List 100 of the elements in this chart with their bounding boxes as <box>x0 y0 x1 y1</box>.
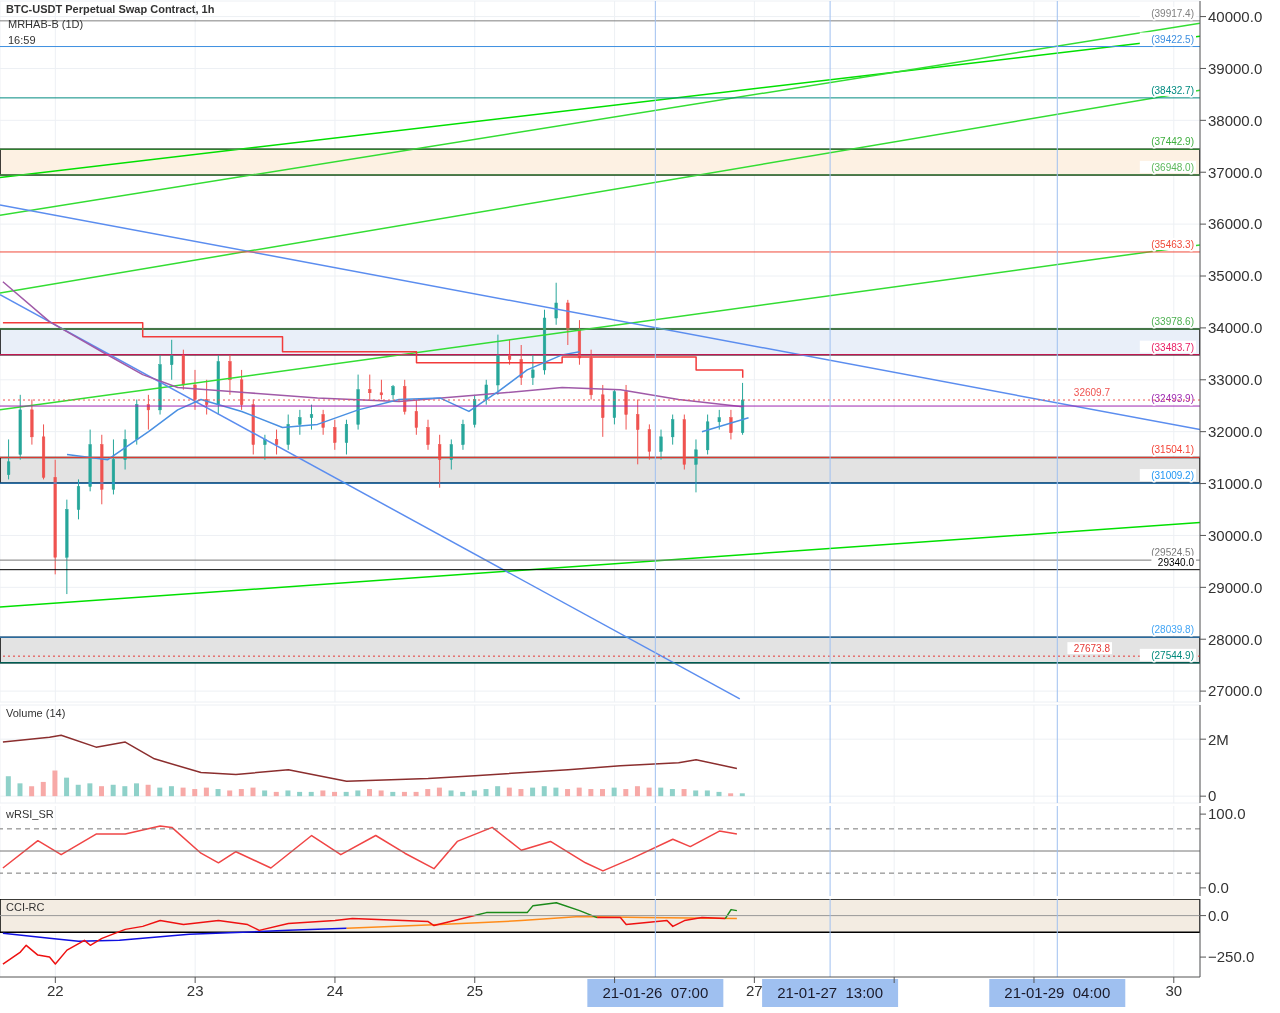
bar <box>227 790 233 797</box>
y-tick-label: 35000.0 <box>1208 267 1263 285</box>
candlestick <box>426 419 430 451</box>
ref-line-label: (37442.9) <box>1151 136 1194 148</box>
bar <box>122 786 128 797</box>
bar <box>238 789 244 797</box>
bar <box>87 783 93 797</box>
candlestick <box>274 429 279 455</box>
bar <box>460 791 466 797</box>
bar <box>681 789 687 797</box>
bar <box>739 793 745 797</box>
bar <box>366 789 372 797</box>
bar <box>483 789 489 797</box>
bar <box>5 776 11 797</box>
candlestick <box>508 339 512 366</box>
ref-line-label: (29524.5) <box>1151 547 1194 559</box>
bar <box>75 784 81 797</box>
bar <box>192 789 198 797</box>
y-tick-label: −250.0 <box>1208 948 1255 966</box>
ref-line-label: (39917.4) <box>1151 7 1194 19</box>
bar <box>541 786 547 797</box>
ref-line-label: (39422.5) <box>1151 33 1194 45</box>
candlestick <box>286 414 290 451</box>
bar <box>448 790 454 797</box>
bar <box>64 777 70 797</box>
x-tick-label: 24 <box>326 981 344 999</box>
y-tick-label: 27000.0 <box>1208 682 1263 700</box>
bar <box>99 786 105 797</box>
ref-line-label: (33978.6) <box>1151 316 1194 327</box>
ref-line-label: 27673.8 <box>1073 643 1111 655</box>
x-tick-label: 23 <box>186 981 204 999</box>
bar <box>133 783 139 797</box>
bar <box>425 789 431 797</box>
bar <box>634 786 640 797</box>
bar <box>576 787 582 797</box>
y-tick-label: 40000.0 <box>1208 7 1263 25</box>
candlestick <box>647 423 651 461</box>
bar <box>285 790 291 797</box>
bar <box>553 787 559 797</box>
bar <box>308 791 314 797</box>
bar <box>413 791 419 797</box>
bar <box>471 790 477 797</box>
ref-line-label: (31009.2) <box>1151 470 1194 482</box>
chart-title: wRSI_SR <box>6 808 54 820</box>
candlestick <box>333 419 337 451</box>
bar <box>262 790 268 797</box>
bar <box>203 787 209 797</box>
bar <box>320 790 326 797</box>
x-tick-label: 27 <box>746 981 763 999</box>
y-tick-label: 37000.0 <box>1208 163 1263 181</box>
candlestick <box>379 379 383 400</box>
bar <box>378 790 384 797</box>
bar <box>250 787 256 797</box>
candlestick <box>694 438 698 493</box>
candlestick <box>449 438 453 471</box>
candlestick <box>263 434 267 461</box>
ref-line-label: (31504.1) <box>1151 444 1194 456</box>
y-tick-label: 28000.0 <box>1208 630 1263 648</box>
bar <box>215 789 221 797</box>
y-tick-label: 29000.0 <box>1208 578 1263 596</box>
bar <box>611 787 617 797</box>
candlestick <box>321 409 325 436</box>
bar <box>716 791 722 797</box>
candlestick <box>554 282 558 326</box>
candlestick <box>659 429 663 461</box>
bar <box>343 791 349 797</box>
bar <box>600 789 605 797</box>
candlestick <box>729 409 733 440</box>
bar <box>669 789 675 797</box>
y-tick-label: 38000.0 <box>1208 111 1263 129</box>
ref-line-label: (28039.8) <box>1151 624 1194 636</box>
ref-line-label: 29340.0 <box>1157 556 1195 568</box>
y-tick-label: 0 <box>1208 787 1217 805</box>
bar <box>693 790 699 797</box>
bar <box>355 790 361 797</box>
bar <box>646 787 652 797</box>
y-tick-label: 32000.0 <box>1208 422 1263 440</box>
bar <box>401 791 407 797</box>
y-tick-label: 33000.0 <box>1208 371 1263 389</box>
candlestick <box>671 414 675 446</box>
y-tick-label: 39000.0 <box>1208 59 1263 77</box>
y-tick-label: 36000.0 <box>1208 215 1263 233</box>
bar <box>728 793 734 797</box>
candlestick <box>170 339 174 381</box>
bar <box>565 789 571 797</box>
annotation: MRHAB-B (1D) <box>7 17 85 31</box>
ref-line-label: 32609.7 <box>1073 387 1111 399</box>
bar <box>273 791 279 797</box>
ref-line-label: (32493.9) <box>1151 393 1194 405</box>
candlestick <box>228 354 232 396</box>
candlestick <box>7 438 11 480</box>
bar <box>588 789 594 797</box>
chart-title: Volume (14) <box>6 707 66 719</box>
bar <box>297 791 303 797</box>
y-tick-label: 31000.0 <box>1208 474 1263 492</box>
bar <box>110 784 116 797</box>
bar <box>704 790 710 797</box>
x-tick-label: 30 <box>1165 981 1183 999</box>
ref-line-label: 21-01-29 04:00 <box>1004 984 1111 1001</box>
candlestick <box>461 419 465 451</box>
